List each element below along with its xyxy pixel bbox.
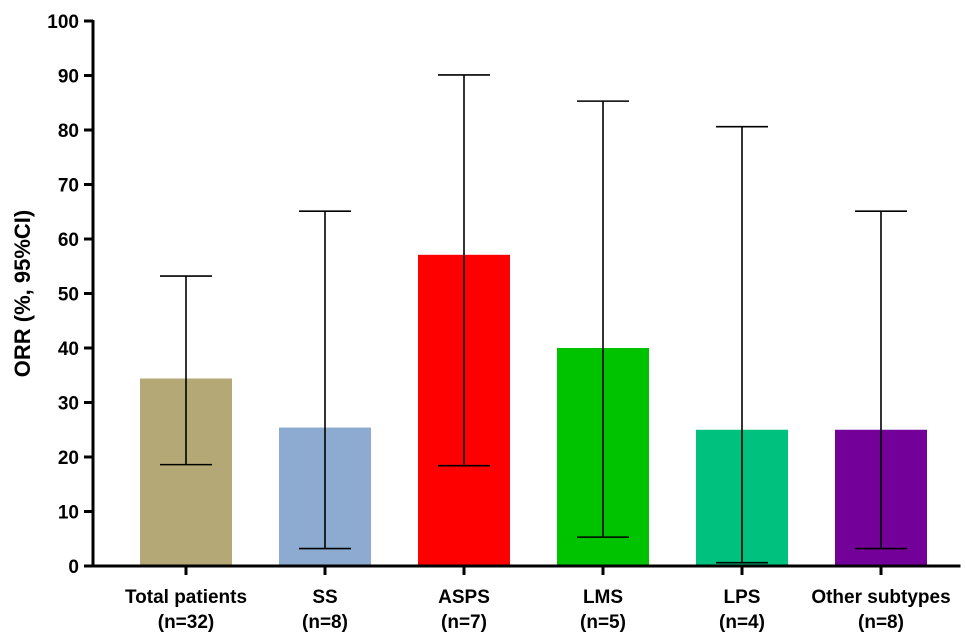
x-axis: Total patients (n=32) SS (n=8) ASPS (n=7) LMS (…	[92, 564, 961, 633]
x-tick-label: Total patients	[125, 587, 247, 608]
y-tick-label: 10	[58, 503, 79, 524]
y-axis-title: ORR (%, 95%CI)	[10, 210, 35, 377]
y-tick-label: 40	[58, 339, 79, 360]
x-tick-label: ASPS	[438, 587, 490, 608]
y-axis: 0 10 20 30 40 50 60 70 80 90 100	[47, 12, 95, 578]
error-bars-group	[160, 74, 907, 564]
y-tick-label: 60	[58, 230, 79, 251]
y-tick-label: 30	[58, 394, 79, 415]
x-tick-sublabel: (n=8)	[302, 612, 348, 633]
y-tick-label: 0	[68, 557, 79, 578]
x-tick-label: Other subtypes	[811, 587, 950, 608]
bars-group	[140, 254, 927, 566]
y-tick-label: 70	[58, 176, 79, 197]
y-tick-label: 90	[58, 67, 79, 88]
x-tick-sublabel: (n=8)	[858, 612, 904, 633]
y-tick-label: 20	[58, 448, 79, 469]
y-tick-label: 80	[58, 121, 79, 142]
x-tick-sublabel: (n=7)	[441, 612, 487, 633]
x-tick-sublabel: (n=5)	[580, 612, 626, 633]
x-tick-label: LPS	[724, 587, 761, 608]
x-tick-label: SS	[312, 587, 337, 608]
y-tick-label: 50	[58, 285, 79, 306]
x-tick-sublabel: (n=32)	[158, 612, 215, 633]
x-tick-sublabel: (n=4)	[719, 612, 765, 633]
y-tick-label: 100	[47, 12, 79, 33]
x-tick-label: LMS	[583, 587, 623, 608]
